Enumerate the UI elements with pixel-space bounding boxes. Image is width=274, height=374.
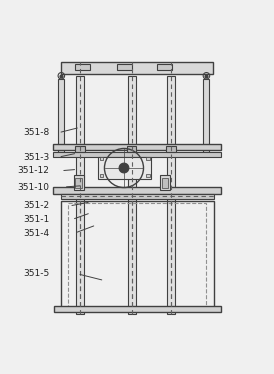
Bar (54, 306, 221, 312)
Bar (68, 203, 206, 308)
Bar (127, 145, 136, 152)
Circle shape (119, 163, 129, 173)
Text: 351-2: 351-2 (23, 202, 49, 211)
Text: 351-5: 351-5 (23, 269, 49, 278)
Bar (162, 178, 169, 187)
Text: 351-12: 351-12 (18, 166, 50, 175)
Bar (160, 175, 170, 190)
Text: 351-8: 351-8 (23, 128, 49, 137)
Bar (99, 174, 103, 177)
Text: 351-10: 351-10 (18, 183, 50, 191)
Text: 351-1: 351-1 (23, 215, 49, 224)
Bar (147, 174, 150, 177)
Bar (53, 187, 221, 194)
Bar (204, 79, 209, 154)
Bar (61, 62, 213, 74)
Bar (75, 145, 85, 152)
Text: 351-3: 351-3 (23, 153, 49, 162)
Bar (127, 76, 136, 315)
Bar (75, 64, 90, 70)
Bar (75, 178, 82, 187)
Bar (167, 76, 175, 315)
Bar (117, 64, 132, 70)
Bar (76, 76, 84, 315)
Bar (98, 157, 150, 179)
Bar (53, 152, 221, 157)
Bar (61, 194, 214, 199)
Bar (156, 64, 172, 70)
Bar (61, 200, 214, 309)
Bar (99, 157, 103, 160)
Bar (74, 175, 84, 190)
Bar (166, 145, 176, 152)
Bar (53, 144, 221, 150)
Text: 351-4: 351-4 (23, 229, 49, 237)
Bar (147, 157, 150, 160)
Bar (58, 79, 64, 154)
